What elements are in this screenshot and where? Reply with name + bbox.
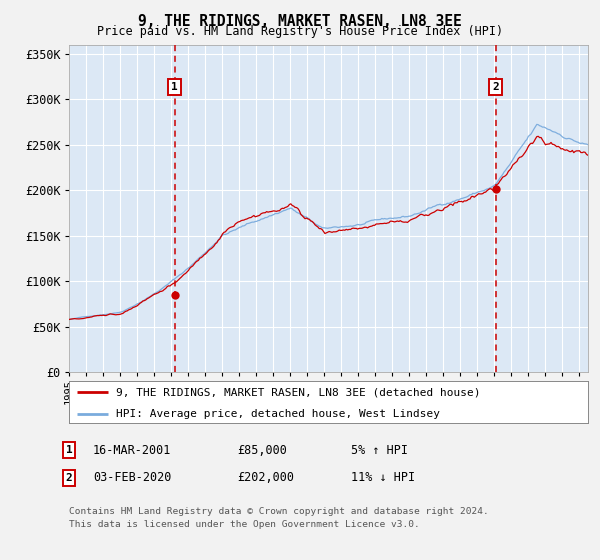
Text: £202,000: £202,000 <box>237 471 294 484</box>
Text: 2: 2 <box>493 82 499 92</box>
Text: 5% ↑ HPI: 5% ↑ HPI <box>351 444 408 457</box>
Text: 03-FEB-2020: 03-FEB-2020 <box>93 471 172 484</box>
Text: Contains HM Land Registry data © Crown copyright and database right 2024.: Contains HM Land Registry data © Crown c… <box>69 507 489 516</box>
Text: 1: 1 <box>65 445 73 455</box>
Text: HPI: Average price, detached house, West Lindsey: HPI: Average price, detached house, West… <box>116 409 440 418</box>
Text: £85,000: £85,000 <box>237 444 287 457</box>
Text: 16-MAR-2001: 16-MAR-2001 <box>93 444 172 457</box>
Text: 1: 1 <box>171 82 178 92</box>
Text: 2: 2 <box>65 473 73 483</box>
Text: 9, THE RIDINGS, MARKET RASEN, LN8 3EE (detached house): 9, THE RIDINGS, MARKET RASEN, LN8 3EE (d… <box>116 387 480 397</box>
Text: 11% ↓ HPI: 11% ↓ HPI <box>351 471 415 484</box>
Text: This data is licensed under the Open Government Licence v3.0.: This data is licensed under the Open Gov… <box>69 520 420 529</box>
Text: 9, THE RIDINGS, MARKET RASEN, LN8 3EE: 9, THE RIDINGS, MARKET RASEN, LN8 3EE <box>138 14 462 29</box>
Text: Price paid vs. HM Land Registry's House Price Index (HPI): Price paid vs. HM Land Registry's House … <box>97 25 503 38</box>
